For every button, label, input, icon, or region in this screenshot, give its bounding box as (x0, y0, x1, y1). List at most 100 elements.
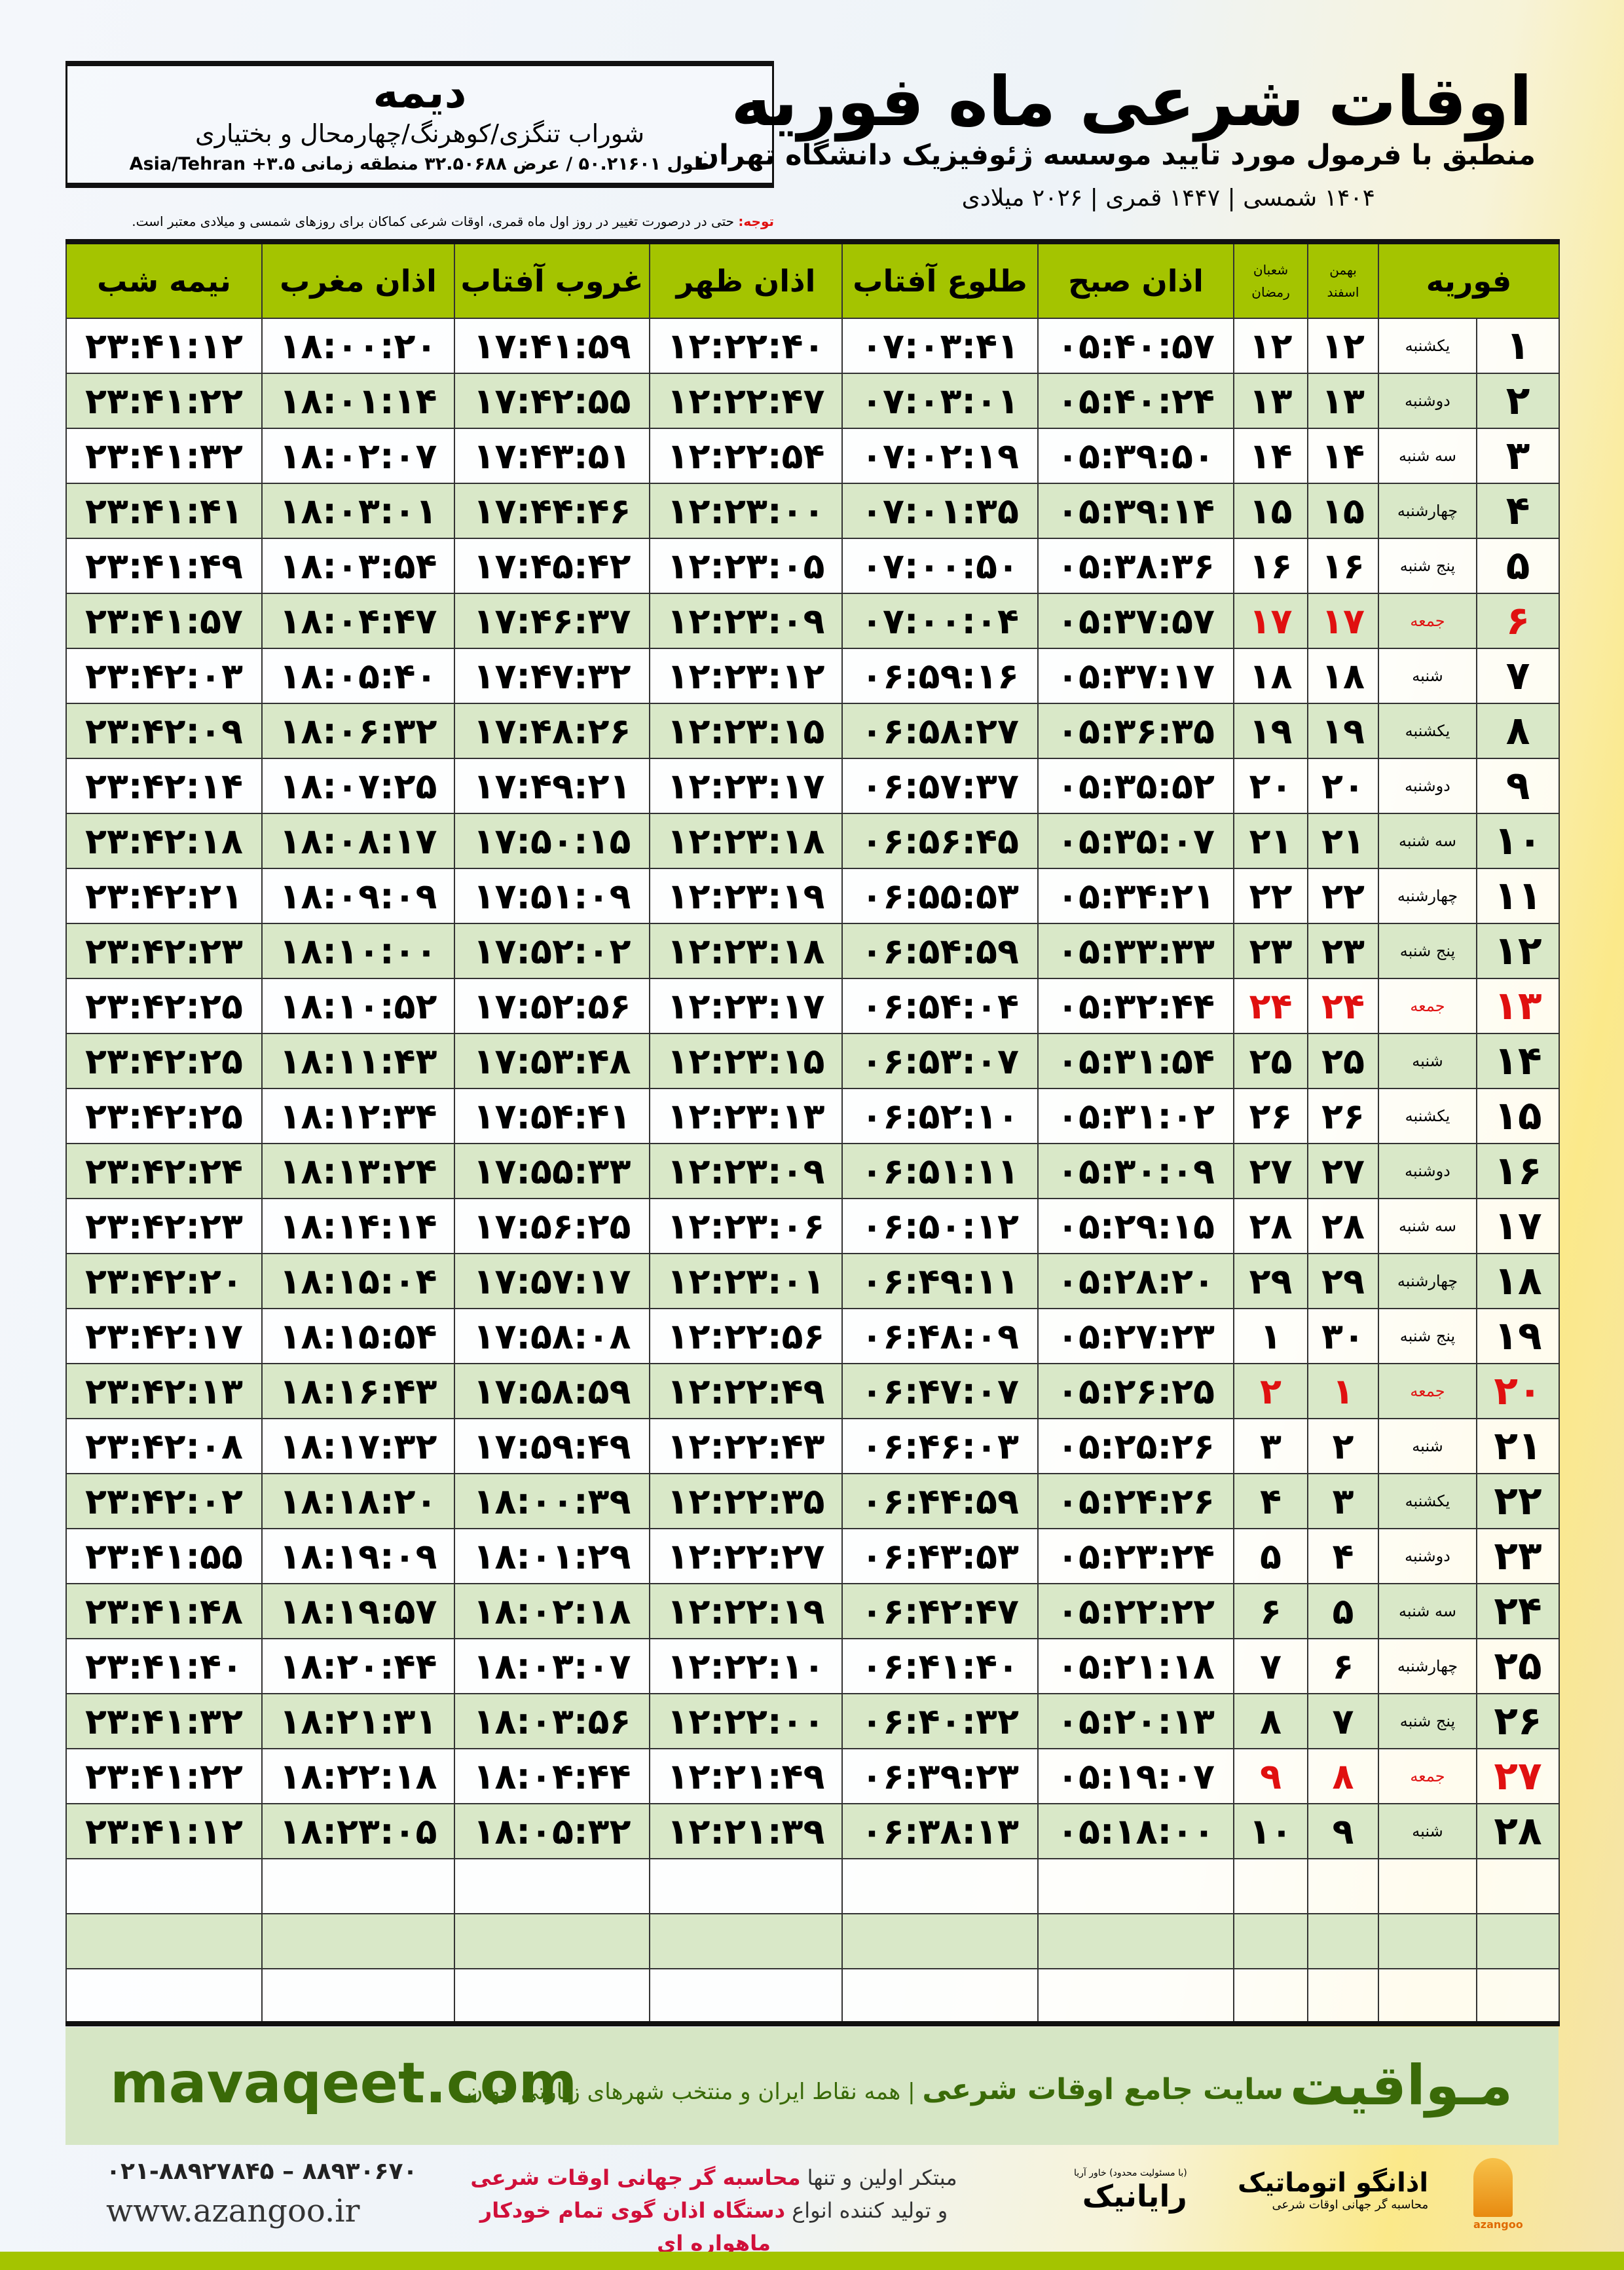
fajr-time: ۰۵:۳۷:۵۷ (1037, 593, 1234, 649)
dhuhr-time: ۱۲:۲۳:۰۰ (649, 483, 843, 539)
table-row: ۷ شنبه ۱۸ ۱۸ ۰۵:۳۷:۱۷ ۰۶:۵۹:۱۶ ۱۲:۲۳:۱۲ ۱۷:۴۷:۳… (65, 648, 1560, 704)
table-row: ۱۵ یکشنبه ۲۶ ۲۶ ۰۵:۳۱:۰۲ ۰۶:۵۲:۱۰ ۱۲:۲۳:۱۳ ۱۷:۵… (65, 1088, 1560, 1144)
weekday: دوشنبه (1378, 758, 1477, 814)
table-row: ۹ دوشنبه ۲۰ ۲۰ ۰۵:۳۵:۵۲ ۰۶:۵۷:۳۷ ۱۲:۲۳:۱۷ ۱۷:۴۹… (65, 758, 1560, 814)
col-maghrib: اذان مغرب (261, 239, 455, 319)
day-number: ۱۳ (1476, 978, 1560, 1034)
weekday (1378, 1858, 1477, 1914)
sunrise-time: ۰۷:۰۳:۰۱ (841, 373, 1039, 429)
midnight-time (65, 1913, 263, 1969)
table-row: ۲۳ دوشنبه ۴ ۵ ۰۵:۲۳:۲۴ ۰۶:۴۳:۵۳ ۱۲:۲۲:۲۷ ۱۸:۰۱:… (65, 1528, 1560, 1584)
fajr-time: ۰۵:۲۸:۲۰ (1037, 1253, 1234, 1309)
maghrib-time: ۱۸:۲۲:۱۸ (261, 1748, 455, 1804)
page-title: اوقات شرعی ماه فوریه (731, 62, 1532, 141)
header-row: فوریه بهمن اسفند شعبان رمضان اذان صبح طلوع… (65, 239, 1560, 319)
table-row: ۱۸ چهارشنبه ۲۹ ۲۹ ۰۵:۲۸:۲۰ ۰۶:۴۹:۱۱ ۱۲:۲۳:۰۱ ۱۷… (65, 1253, 1560, 1309)
table-row: ۱۴ شنبه ۲۵ ۲۵ ۰۵:۳۱:۵۴ ۰۶:۵۳:۰۷ ۱۲:۲۳:۱۵ ۱۷:۵۳:… (65, 1033, 1560, 1089)
empty-row (65, 1968, 1560, 2026)
bottom-bar (0, 2252, 1624, 2270)
persian-day (1307, 1913, 1379, 1969)
dhuhr-time: ۱۲:۲۳:۱۹ (649, 868, 843, 924)
sunset-time: ۱۷:۴۸:۲۶ (454, 703, 650, 759)
weekday: شنبه (1378, 1803, 1477, 1859)
sunrise-time: ۰۶:۴۱:۴۰ (841, 1638, 1039, 1694)
midnight-time: ۲۳:۴۲:۰۲ (65, 1473, 263, 1529)
azangoo-name: اذانگو اتوماتیک (1238, 2168, 1429, 2198)
fajr-time: ۰۵:۲۷:۲۳ (1037, 1308, 1234, 1364)
table-row: ۳ سه شنبه ۱۴ ۱۴ ۰۵:۳۹:۵۰ ۰۷:۰۲:۱۹ ۱۲:۲۲:۵۴ ۱۷:۴… (65, 428, 1560, 484)
dhuhr-time: ۱۲:۲۲:۱۹ (649, 1583, 843, 1639)
midnight-time: ۲۳:۴۱:۱۲ (65, 1803, 263, 1859)
dhuhr-time: ۱۲:۲۲:۴۳ (649, 1418, 843, 1474)
dhuhr-time: ۱۲:۲۳:۰۱ (649, 1253, 843, 1309)
maghrib-time: ۱۸:۱۱:۴۳ (261, 1033, 455, 1089)
sunrise-time: ۰۶:۵۹:۱۶ (841, 648, 1039, 704)
maghrib-time: ۱۸:۰۸:۱۷ (261, 813, 455, 869)
weekday: پنج شنبه (1378, 538, 1477, 594)
dhuhr-time: ۱۲:۲۳:۱۵ (649, 703, 843, 759)
fajr-time: ۰۵:۲۱:۱۸ (1037, 1638, 1234, 1694)
slogan-main: سایت جامع اوقات شرعی (922, 2073, 1283, 2106)
midnight-time: ۲۳:۴۲:۱۷ (65, 1308, 263, 1364)
midnight-time: ۲۳:۴۲:۰۹ (65, 703, 263, 759)
table-row: ۱۶ دوشنبه ۲۷ ۲۷ ۰۵:۳۰:۰۹ ۰۶:۵۱:۱۱ ۱۲:۲۳:۰۹ ۱۷:۵… (65, 1143, 1560, 1199)
site-link[interactable]: mavaqeet.com (110, 2051, 578, 2116)
sunset-time: ۱۷:۴۲:۵۵ (454, 373, 650, 429)
fajr-time: ۰۵:۲۰:۱۳ (1037, 1693, 1234, 1749)
hijri-day: ۱ (1233, 1308, 1308, 1364)
sunrise-time: ۰۷:۰۳:۴۱ (841, 318, 1039, 374)
fajr-time: ۰۵:۳۹:۱۴ (1037, 483, 1234, 539)
fajr-time: ۰۵:۲۵:۲۶ (1037, 1418, 1234, 1474)
fajr-time: ۰۵:۴۰:۵۷ (1037, 318, 1234, 374)
persian-day: ۱ (1307, 1363, 1379, 1419)
hijri-day: ۲۲ (1233, 868, 1308, 924)
persian-day: ۲۹ (1307, 1253, 1379, 1309)
weekday: جمعه (1378, 1748, 1477, 1804)
persian-day: ۵ (1307, 1583, 1379, 1639)
dhuhr-time: ۱۲:۲۳:۱۷ (649, 758, 843, 814)
sunset-time: ۱۷:۵۶:۲۵ (454, 1198, 650, 1254)
weekday: چهارشنبه (1378, 483, 1477, 539)
sunset-time (454, 1913, 650, 1969)
day-number: ۱۱ (1476, 868, 1560, 924)
day-number: ۱۴ (1476, 1033, 1560, 1089)
midnight-time (65, 1968, 263, 2026)
maghrib-time: ۱۸:۱۶:۴۳ (261, 1363, 455, 1419)
day-number: ۱۵ (1476, 1088, 1560, 1144)
ad-line2a: و تولید کننده انواع (785, 2198, 948, 2223)
midnight-time: ۲۳:۴۲:۲۱ (65, 868, 263, 924)
persian-day: ۷ (1307, 1693, 1379, 1749)
fajr-time: ۰۵:۳۸:۳۶ (1037, 538, 1234, 594)
maghrib-time: ۱۸:۱۵:۵۴ (261, 1308, 455, 1364)
dhuhr-time: ۱۲:۲۳:۱۸ (649, 923, 843, 979)
hijri-day: ۱۴ (1233, 428, 1308, 484)
col-midnight: نیمه شب (65, 239, 263, 319)
sunset-time: ۱۸:۰۱:۲۹ (454, 1528, 650, 1584)
sunset-time: ۱۸:۰۲:۱۸ (454, 1583, 650, 1639)
maghrib-time: ۱۸:۰۴:۴۷ (261, 593, 455, 649)
weekday: چهارشنبه (1378, 1638, 1477, 1694)
hijri-day (1233, 1913, 1308, 1969)
persian-day: ۲۸ (1307, 1198, 1379, 1254)
midnight-time (65, 1858, 263, 1914)
sunrise-time: ۰۶:۵۰:۱۲ (841, 1198, 1039, 1254)
maghrib-time: ۱۸:۱۴:۱۴ (261, 1198, 455, 1254)
azangoo-link[interactable]: www.azangoo.ir (106, 2193, 360, 2229)
maghrib-time (261, 1968, 455, 2026)
hijri-day: ۲ (1233, 1363, 1308, 1419)
table-row: ۸ یکشنبه ۱۹ ۱۹ ۰۵:۳۶:۳۵ ۰۶:۵۸:۲۷ ۱۲:۲۳:۱۵ ۱۷:۴۸… (65, 703, 1560, 759)
hijri-day: ۱۷ (1233, 593, 1308, 649)
midnight-time: ۲۳:۴۲:۱۳ (65, 1363, 263, 1419)
weekday: دوشنبه (1378, 1143, 1477, 1199)
minaret-icon: azangoo (1473, 2158, 1523, 2231)
slogan: سایت جامع اوقات شرعی | همه نقاط ایران و … (466, 2073, 1283, 2106)
dhuhr-time: ۱۲:۲۳:۱۵ (649, 1033, 843, 1089)
sunset-time: ۱۷:۴۳:۵۱ (454, 428, 650, 484)
persian-day: ۹ (1307, 1803, 1379, 1859)
empty-row (65, 1913, 1560, 1969)
sunset-time: ۱۷:۵۲:۵۶ (454, 978, 650, 1034)
table-row: ۲۵ چهارشنبه ۶ ۷ ۰۵:۲۱:۱۸ ۰۶:۴۱:۴۰ ۱۲:۲۲:۱۰ ۱۸:۰… (65, 1638, 1560, 1694)
day-number: ۱۹ (1476, 1308, 1560, 1364)
fajr-time: ۰۵:۳۳:۳۳ (1037, 923, 1234, 979)
maghrib-time: ۱۸:۲۰:۴۴ (261, 1638, 455, 1694)
